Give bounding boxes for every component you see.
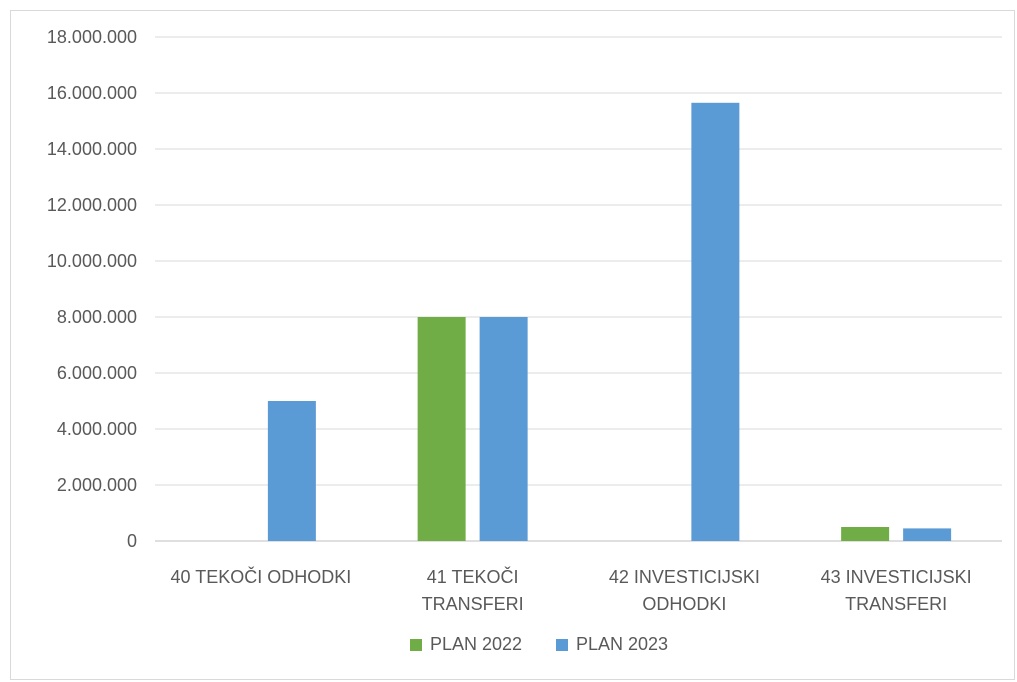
- y-tick-label: 18.000.000: [47, 27, 137, 47]
- y-tick-label: 10.000.000: [47, 251, 137, 271]
- y-axis-ticks: 0 2.000.000 4.000.000 6.000.000 8.000.000 10.…: [47, 27, 137, 551]
- y-tick-label: 8.000.000: [57, 307, 137, 327]
- legend-swatch: [410, 639, 422, 651]
- y-tick-label: 12.000.000: [47, 195, 137, 215]
- y-tick-label: 0: [127, 531, 137, 551]
- legend-swatch: [556, 639, 568, 651]
- legend-label: PLAN 2023: [576, 634, 668, 654]
- y-tick-label: 16.000.000: [47, 83, 137, 103]
- y-tick-label: 6.000.000: [57, 363, 137, 383]
- bar-plan-2023: [903, 528, 952, 541]
- y-tick-label: 2.000.000: [57, 475, 137, 495]
- y-tick-label: 14.000.000: [47, 139, 137, 159]
- bar-plan-2023: [479, 317, 528, 541]
- y-tick-label: 4.000.000: [57, 419, 137, 439]
- bar-plan-2023: [267, 401, 316, 541]
- bars: [267, 102, 952, 542]
- x-category-label: 43 INVESTICIJSKI TRANSFERI: [821, 567, 972, 614]
- bar-plan-2022: [841, 527, 890, 541]
- bar-plan-2022: [417, 317, 466, 541]
- x-axis-labels: 40 TEKOČI ODHODKI 41 TEKOČI TRANSFERI 42 IN…: [171, 566, 972, 614]
- x-category-label: 40 TEKOČI ODHODKI: [171, 566, 352, 587]
- bar-plan-2023: [691, 102, 740, 542]
- legend: PLAN 2022 PLAN 2023: [410, 634, 668, 654]
- x-category-label: 41 TEKOČI TRANSFERI: [422, 566, 524, 614]
- x-category-label: 42 INVESTICIJSKI ODHODKI: [609, 567, 760, 614]
- legend-label: PLAN 2022: [430, 634, 522, 654]
